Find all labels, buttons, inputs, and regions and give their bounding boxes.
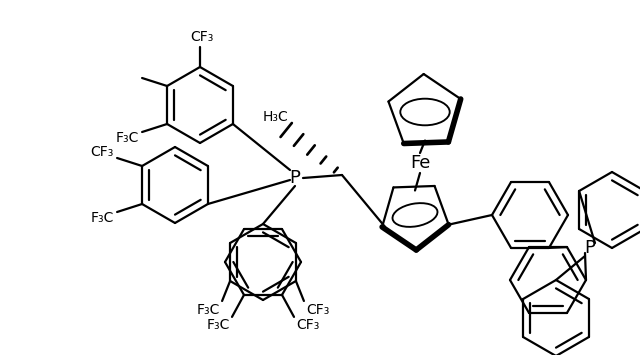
- Text: P: P: [289, 169, 300, 187]
- Text: F₃C: F₃C: [196, 303, 220, 317]
- Text: CF₃: CF₃: [91, 145, 114, 159]
- Text: CF₃: CF₃: [306, 303, 330, 317]
- Text: CF₃: CF₃: [296, 318, 319, 332]
- Text: F₃C: F₃C: [91, 211, 114, 225]
- Text: F₃C: F₃C: [207, 318, 230, 332]
- Text: CF₃: CF₃: [190, 30, 214, 44]
- Text: F₃C: F₃C: [116, 131, 139, 145]
- Text: Fe: Fe: [410, 154, 430, 172]
- Text: P: P: [584, 239, 595, 257]
- Text: H₃C: H₃C: [262, 110, 288, 124]
